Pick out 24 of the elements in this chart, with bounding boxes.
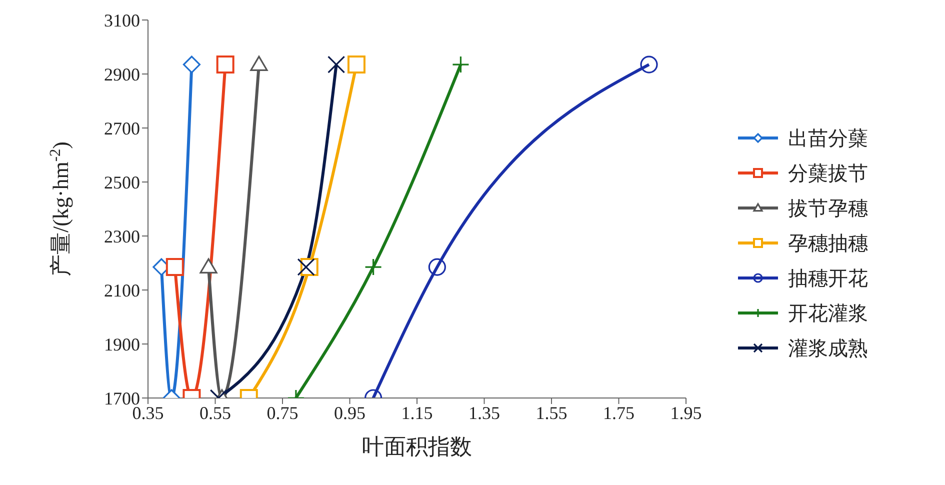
x-tick-label: 1.35 <box>468 402 500 423</box>
legend-label: 孕穗抽穗 <box>788 232 868 256</box>
x-tick-label: 0.75 <box>266 402 298 423</box>
legend-label: 出苗分蘖 <box>788 126 868 152</box>
legend-label: 开花灌浆 <box>788 302 868 326</box>
legend-label: 灌浆成熟 <box>788 336 868 362</box>
x-tick-label: 1.15 <box>401 402 433 423</box>
y-tick-label: 2900 <box>104 64 140 84</box>
x-tick-label: 1.55 <box>536 402 568 423</box>
y-tick-label: 3100 <box>104 10 140 30</box>
x-tick-label: 0.55 <box>200 402 231 423</box>
x-tick-label: 0.95 <box>334 402 366 423</box>
x-axis-title: 叶面积指数 <box>362 434 472 459</box>
y-tick-label: 2300 <box>104 226 140 246</box>
y-tick-label: 2500 <box>104 172 140 192</box>
x-tick-label: 1.95 <box>670 402 702 423</box>
y-tick-label: 1700 <box>104 388 140 408</box>
y-tick-label: 1900 <box>104 334 140 354</box>
y-tick-label: 2700 <box>104 118 140 138</box>
y-tick-label: 2100 <box>104 280 140 300</box>
legend-label: 拔节孕穗 <box>788 196 868 222</box>
x-tick-label: 1.75 <box>603 402 634 423</box>
legend-label: 抽穗开花 <box>788 266 868 292</box>
legend-label: 分蘖拔节 <box>788 162 868 186</box>
